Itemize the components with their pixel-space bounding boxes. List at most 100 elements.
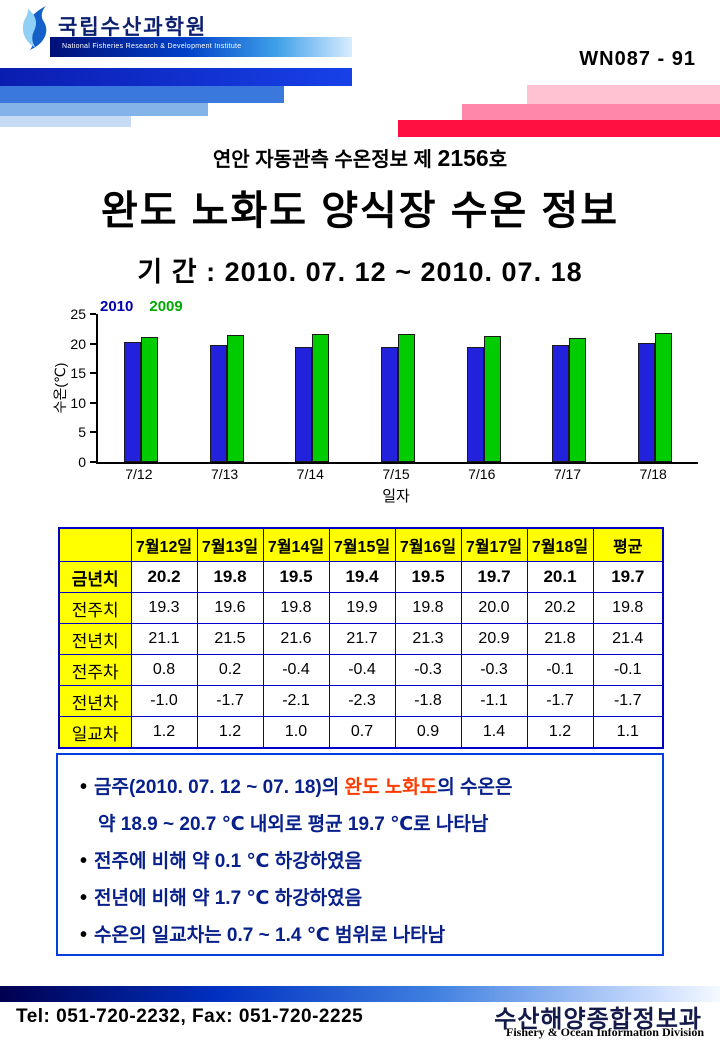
bar-2010 [381, 347, 399, 462]
bar-group [441, 314, 527, 462]
bar-group [98, 314, 184, 462]
table-cell: 0.2 [196, 654, 264, 686]
temperature-table: 7월12일 7월13일 7월14일 7월15일 7월16일 7월17일 7월18일 평균 금년치… [58, 527, 664, 749]
table-header-cell: 7월17일 [460, 527, 528, 562]
table-header-cell: 7월15일 [328, 527, 396, 562]
table-cell: 19.8 [196, 561, 264, 593]
table-header-cell: 7월16일 [394, 527, 462, 562]
y-tick-label: 20 [70, 335, 86, 352]
table-cell: -1.8 [394, 685, 462, 717]
table-cell: 1.2 [196, 716, 264, 749]
series-title-prefix: 연안 자동관측 수온정보 제 [212, 149, 438, 171]
table-cell: 19.3 [130, 592, 198, 624]
bar-2009 [398, 333, 416, 462]
chart-plot [96, 314, 698, 464]
legend-2009: 2009 [149, 298, 183, 315]
decor-bar-pink-1 [527, 85, 720, 104]
table-cell: 21.6 [262, 623, 330, 655]
division-name-kr: 수산해양종합정보과 [494, 1007, 702, 1033]
table-cell: 19.8 [262, 592, 330, 624]
table-cell: 21.5 [196, 623, 264, 655]
table-cell: -0.3 [460, 654, 528, 686]
table-cell: 1.2 [526, 716, 594, 749]
bar-2010 [295, 346, 313, 462]
decor-bar-blue-4 [0, 116, 131, 127]
decor-bar-blue-3 [0, 103, 208, 116]
table-cell: -1.7 [196, 685, 264, 717]
table-cell: -2.3 [328, 685, 396, 717]
chart-yticks: 0 5 10 15 20 25 [60, 306, 96, 470]
bar-2009 [140, 337, 158, 462]
bar-group [527, 314, 613, 462]
table-cell: -1.1 [460, 685, 528, 717]
row-label: 금년치 [58, 561, 132, 593]
table-header-cell: 평균 [592, 527, 664, 562]
table-cell: -1.7 [592, 685, 664, 717]
decor-bar-red [398, 120, 720, 137]
temperature-chart: 2010 2009 수온(℃) 0 5 10 15 20 25 7/12 7/13 7/14 7/… [52, 298, 708, 506]
table-header-cell: 7월13일 [196, 527, 264, 562]
y-tick-label: 25 [70, 306, 86, 322]
table-row: 금년치 20.2 19.8 19.5 19.4 19.5 19.7 20.1 19.7 [58, 561, 664, 593]
y-tick-mark [90, 401, 96, 404]
summary-line-4-text: 수온의 일교차는 0.7 ~ 1.4 ℃ 범위로 나타남 [94, 925, 446, 946]
x-tick-label: 7/14 [296, 466, 324, 482]
table-cell: 19.7 [460, 561, 528, 593]
table-cell: 19.8 [394, 592, 462, 624]
row-label: 전주차 [58, 654, 132, 686]
y-tick-mark [90, 342, 96, 345]
issue-number: 2156 [437, 145, 489, 171]
table-cell: 20.2 [130, 561, 198, 593]
decor-bar-blue-2 [0, 86, 284, 103]
y-tick-mark [90, 372, 96, 375]
table-cell: 21.4 [592, 623, 664, 655]
bar-group [355, 314, 441, 462]
x-tick-label: 7/12 [125, 466, 153, 482]
x-tick-label: 7/13 [210, 466, 239, 482]
table-cell: 1.0 [262, 716, 330, 749]
bar-2010 [209, 344, 227, 462]
bullet-icon: • [80, 924, 88, 946]
summary-line-3: • 전년에 비해 약 1.7 ℃ 하강하였음 [80, 880, 654, 917]
table-corner-cell [58, 527, 132, 562]
table-cell: -0.3 [394, 654, 462, 686]
row-label: 일교차 [58, 716, 132, 749]
y-tick-mark [90, 431, 96, 434]
table-cell: 21.8 [526, 623, 594, 655]
bar-group [269, 314, 355, 462]
bar-2009 [569, 338, 587, 462]
org-subtitle-band: National Fisheries Research & Developmen… [50, 37, 352, 57]
table-cell: 20.2 [526, 592, 594, 624]
summary-box: • 금주(2010. 07. 12 ~ 07. 18)의 완도 노화도의 수온은 … [56, 753, 664, 956]
bar-group [612, 314, 698, 462]
summary-line-1: • 금주(2010. 07. 12 ~ 07. 18)의 완도 노화도의 수온은 [80, 769, 654, 806]
x-tick-label: 7/17 [553, 466, 582, 482]
table-row: 전주차 0.8 0.2 -0.4 -0.4 -0.3 -0.3 -0.1 -0.1 [58, 654, 664, 686]
table-row: 일교차 1.2 1.2 1.0 0.7 0.9 1.4 1.2 1.1 [58, 716, 664, 749]
table-cell: 19.4 [328, 561, 396, 593]
document-code: WN087 - 91 [579, 48, 696, 70]
table-cell: -1.0 [130, 685, 198, 717]
temperature-table-body: 7월12일 7월13일 7월14일 7월15일 7월16일 7월17일 7월18일 평균 금년치… [58, 527, 664, 749]
table-cell: -0.4 [262, 654, 330, 686]
table-cell: -0.4 [328, 654, 396, 686]
bar-2010 [552, 345, 570, 462]
table-cell: 20.0 [460, 592, 528, 624]
legend-2010: 2010 [100, 298, 134, 315]
y-tick-label: 5 [78, 424, 86, 441]
summary-line-2: • 전주에 비해 약 0.1 ℃ 하강하였음 [80, 843, 654, 880]
summary-line-1-pre: 금주(2010. 07. 12 ~ 07. 18)의 [94, 777, 345, 798]
summary-line-1-continuation: 약 18.9 ~ 20.7 ℃ 내외로 평균 19.7 ℃로 나타남 [98, 814, 489, 835]
table-row: 전주치 19.3 19.6 19.8 19.9 19.8 20.0 20.2 19.8 [58, 592, 664, 624]
x-axis-label: 일자 [382, 488, 410, 505]
table-cell: -1.7 [526, 685, 594, 717]
table-cell: 0.8 [130, 654, 198, 686]
report-series-title: 연안 자동관측 수온정보 제 2156호 [0, 143, 720, 172]
table-cell: 19.9 [328, 592, 396, 624]
page-title: 완도 노화도 양식장 수온 정보 [100, 189, 620, 233]
contact-info: Tel: 051-720-2232, Fax: 051-720-2225 [16, 1006, 364, 1027]
table-cell: 20.9 [460, 623, 528, 655]
y-tick-label: 0 [78, 454, 86, 470]
chart-legend: 2010 2009 [100, 298, 199, 315]
